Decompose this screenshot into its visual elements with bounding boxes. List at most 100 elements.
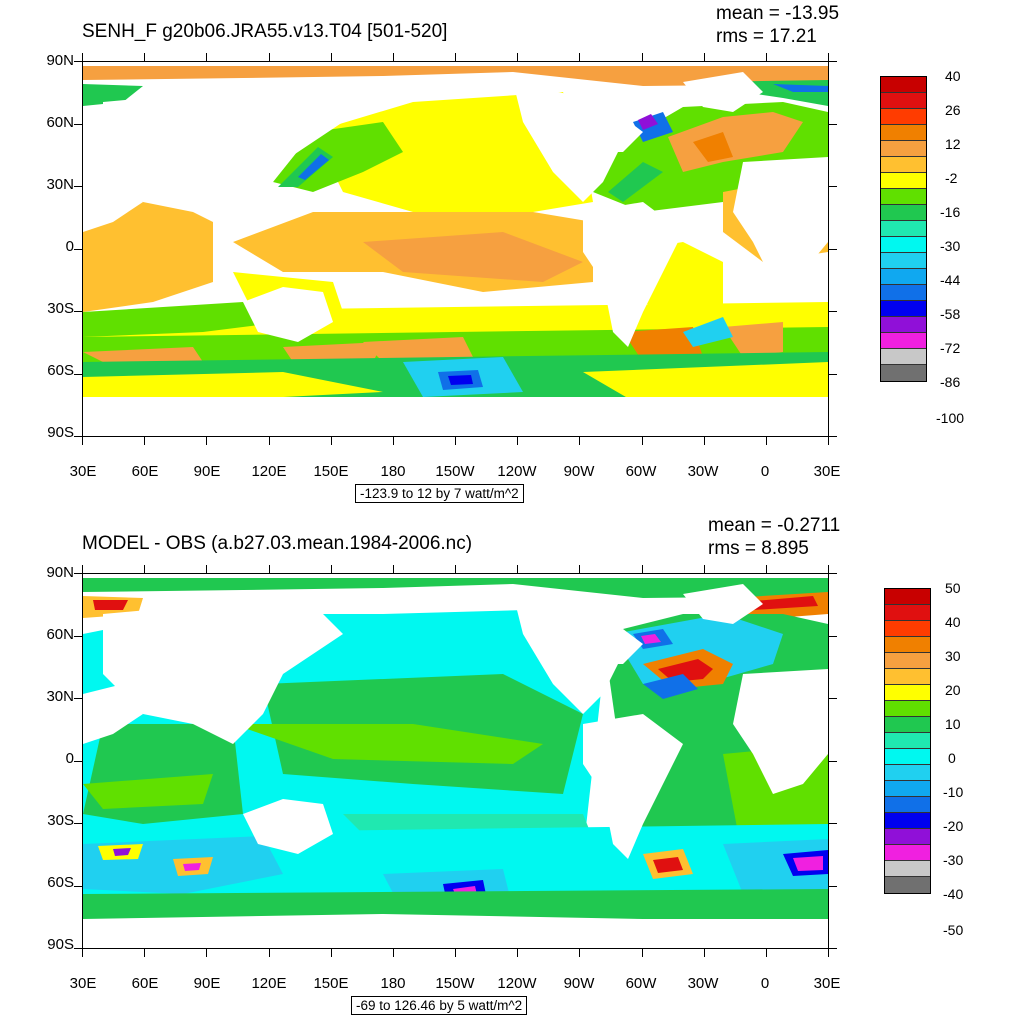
lon-label: 120W (497, 975, 537, 992)
lon-tick (704, 565, 705, 573)
contour-range-label: -69 to 126.46 by 5 watt/m^2 (351, 996, 528, 1015)
colorbar-box (885, 637, 930, 653)
map-plot (82, 573, 829, 949)
lon-label: 60W (625, 463, 657, 480)
lon-label: 30E (69, 463, 97, 480)
colorbar-box (885, 765, 930, 781)
lon-tick (144, 53, 145, 61)
lon-tick (269, 437, 270, 445)
lon-tick (206, 949, 207, 957)
lon-label: 60E (131, 463, 159, 480)
rms-value: rms = 8.895 (708, 538, 809, 559)
colorbar-box (885, 861, 930, 877)
colorbar-label: -44 (940, 272, 961, 288)
colorbar-box (881, 93, 926, 109)
panel-title: MODEL - OBS (a.b27.03.mean.1984-2006.nc) (82, 533, 473, 554)
colorbar-box (885, 605, 930, 621)
lat-label: 90N (46, 52, 74, 69)
lon-label: 120E (251, 975, 287, 992)
lon-label: 150W (435, 975, 475, 992)
lon-tick (331, 53, 332, 61)
colorbar-box (885, 829, 930, 845)
lat-tick (74, 761, 82, 762)
lat-tick (74, 698, 82, 699)
colorbar-label: 0 (948, 750, 956, 766)
mean-value: mean = -13.95 (716, 3, 840, 24)
lon-tick (82, 949, 83, 957)
lon-tick (642, 565, 643, 573)
colorbar-box (885, 845, 930, 861)
lon-tick (642, 949, 643, 957)
colorbar-label: -30 (940, 238, 961, 254)
mean-value: mean = -0.2711 (708, 515, 841, 536)
lon-tick (331, 437, 332, 445)
lon-label: 60E (131, 975, 159, 992)
colorbar-box (881, 285, 926, 301)
colorbar-label: 20 (945, 682, 961, 698)
lon-label: 120W (497, 463, 537, 480)
lon-label: 90W (563, 463, 595, 480)
colorbar-box (885, 669, 930, 685)
colorbar-box (881, 221, 926, 237)
lon-tick (331, 949, 332, 957)
lat-label: 30S (47, 300, 74, 317)
lon-tick (269, 949, 270, 957)
colorbar-box (881, 333, 926, 349)
contour-range-label: -123.9 to 12 by 7 watt/m^2 (355, 484, 524, 503)
lat-label: 30N (46, 688, 74, 705)
lon-tick (766, 53, 767, 61)
lon-label: 150W (435, 463, 475, 480)
colorbar-label: -72 (940, 340, 961, 356)
colorbar-label: 40 (945, 68, 961, 84)
lon-tick (331, 565, 332, 573)
colorbar-label: -10 (943, 784, 964, 800)
lat-tick (74, 311, 82, 312)
lon-label: 90W (563, 975, 595, 992)
lon-tick (704, 949, 705, 957)
lat-tick (74, 823, 82, 824)
colorbar-label: -20 (943, 818, 964, 834)
colorbar-label: -16 (940, 204, 961, 220)
lon-tick (642, 437, 643, 445)
lon-label: 0 (760, 975, 770, 992)
colorbar-box (885, 685, 930, 701)
colorbar-box (881, 317, 926, 333)
lon-tick (828, 437, 829, 445)
lat-tick (74, 124, 82, 125)
lon-tick (144, 437, 145, 445)
lat-tick (74, 374, 82, 375)
lat-label: 90N (46, 564, 74, 581)
lat-label: 90S (47, 936, 74, 953)
lat-label: 60N (46, 626, 74, 643)
lon-label: 180 (380, 975, 406, 992)
lon-tick (393, 949, 394, 957)
lon-tick (393, 437, 394, 445)
lat-tick (829, 311, 837, 312)
lon-label: 150E (313, 975, 349, 992)
lon-tick (393, 565, 394, 573)
lat-label: 0 (65, 750, 74, 767)
map-panel-model-minus-obs: MODEL - OBS (a.b27.03.mean.1984-2006.nc)… (0, 512, 1024, 1024)
lat-tick (74, 948, 82, 949)
lon-label: 90E (193, 463, 221, 480)
colorbar-box (885, 701, 930, 717)
colorbar-label: 10 (945, 716, 961, 732)
lon-label: 30E (813, 975, 841, 992)
colorbar-label: -58 (940, 306, 961, 322)
colorbar-box (885, 797, 930, 813)
lon-tick (517, 949, 518, 957)
lon-tick (206, 437, 207, 445)
lat-tick (74, 249, 82, 250)
colorbar-label: -2 (945, 170, 958, 186)
colorbar-box (881, 157, 926, 173)
lon-tick (455, 949, 456, 957)
colorbar-label: 40 (945, 614, 961, 630)
lon-label: 60W (625, 975, 657, 992)
lon-tick (517, 565, 518, 573)
colorbar-label: -30 (943, 852, 964, 868)
lon-tick (766, 565, 767, 573)
colorbar (880, 76, 927, 382)
lat-tick (829, 186, 837, 187)
colorbar-box (885, 717, 930, 733)
colorbar-label: -50 (943, 922, 964, 938)
